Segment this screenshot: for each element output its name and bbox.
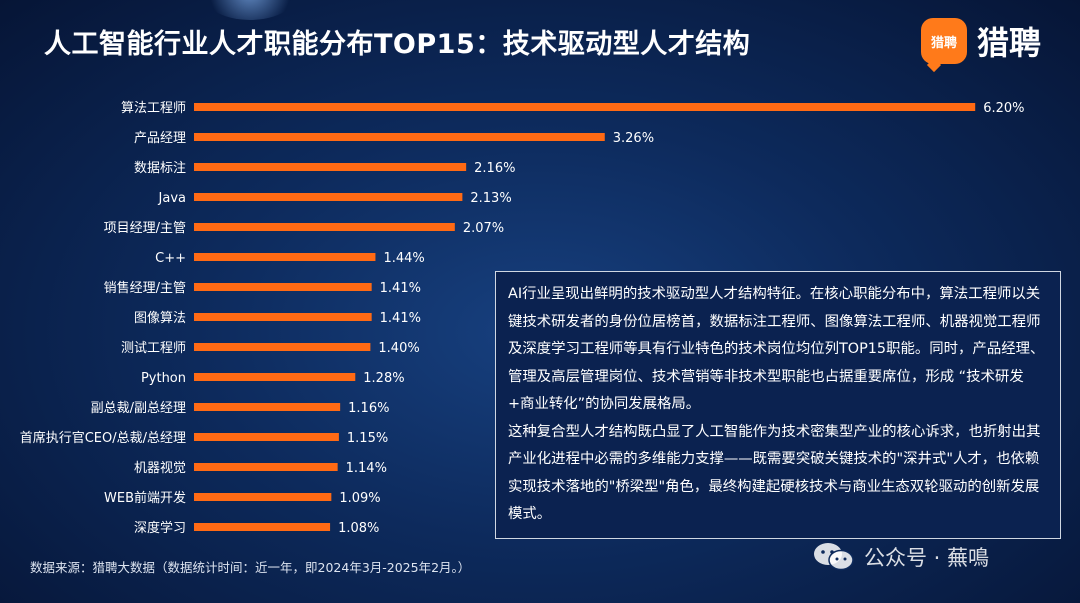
description-paragraph-1: AI行业呈现出鲜明的技术驱动型人才结构特征。在核心职能分布中，算法工程师以关键技… <box>508 286 1045 412</box>
data-source-note: 数据来源：猎聘大数据（数据统计时间：近一年，即2024年3月-2025年2月。） <box>30 560 471 575</box>
value-label: 1.14% <box>346 461 387 476</box>
category-label: 测试工程师 <box>121 341 186 356</box>
category-label: 算法工程师 <box>121 101 186 116</box>
category-label: 深度学习 <box>134 520 186 536</box>
logo-text: 猎聘 <box>977 24 1042 62</box>
background-glow <box>200 0 300 20</box>
category-label: 产品经理 <box>134 131 186 146</box>
value-label: 1.16% <box>348 401 389 416</box>
bar <box>194 163 467 171</box>
value-label: 1.28% <box>363 371 404 386</box>
value-label: 1.09% <box>339 491 380 506</box>
category-label: 数据标注 <box>134 161 186 176</box>
bar <box>194 463 338 471</box>
category-label: 机器视觉 <box>134 461 186 476</box>
watermark-text: 公众号 · 蕪鳴 <box>864 546 990 570</box>
bar-chart: 算法工程师 6.20% 产品经理 3.26% 数据标注 2.16% Java 2.13% 项目经… <box>20 101 1025 536</box>
bar <box>194 433 339 441</box>
bar <box>194 343 371 351</box>
value-label: 1.41% <box>380 311 421 326</box>
value-label: 1.44% <box>383 251 424 266</box>
bar <box>194 283 372 291</box>
bar <box>194 193 463 201</box>
category-label: 图像算法 <box>134 311 186 326</box>
page-title: 人工智能行业人才职能分布TOP15：技术驱动型人才结构 <box>44 29 751 60</box>
value-label: 3.26% <box>613 131 654 146</box>
category-label: Java <box>158 191 186 206</box>
bar <box>194 133 605 141</box>
category-label: 首席执行官CEO/总裁/总经理 <box>20 430 186 446</box>
category-label: 销售经理/主管 <box>104 280 186 296</box>
value-label: 2.13% <box>470 191 511 206</box>
category-label: 项目经理/主管 <box>104 221 186 236</box>
category-label: C++ <box>155 251 186 266</box>
bar <box>194 373 356 381</box>
value-label: 1.40% <box>378 341 419 356</box>
value-label: 1.08% <box>338 521 379 536</box>
description-box: AI行业呈现出鲜明的技术驱动型人才结构特征。在核心职能分布中，算法工程师以关键技… <box>495 271 1061 539</box>
bar <box>194 313 372 321</box>
description-paragraph-2: 这种复合型人才结构既凸显了人工智能作为技术密集型产业的核心诉求，也折射出其产业化… <box>508 423 1041 523</box>
bar <box>194 253 376 261</box>
bar <box>194 403 341 411</box>
bar <box>194 223 455 231</box>
value-label: 1.15% <box>347 431 388 446</box>
wechat-icon <box>814 543 854 571</box>
bar <box>194 523 331 531</box>
value-label: 6.20% <box>983 101 1024 116</box>
bar <box>194 103 976 111</box>
bar <box>194 493 332 501</box>
category-label: Python <box>141 371 186 386</box>
category-label: 副总裁/副总经理 <box>91 400 186 416</box>
logo-mark: 猎聘 <box>921 18 967 64</box>
value-label: 2.07% <box>463 221 504 236</box>
category-label: WEB前端开发 <box>104 490 186 506</box>
value-label: 2.16% <box>474 161 515 176</box>
brand-logo: 猎聘 猎聘 <box>921 18 1041 64</box>
watermark: 公众号 · 蕪鳴 <box>812 541 989 573</box>
value-label: 1.41% <box>380 281 421 296</box>
